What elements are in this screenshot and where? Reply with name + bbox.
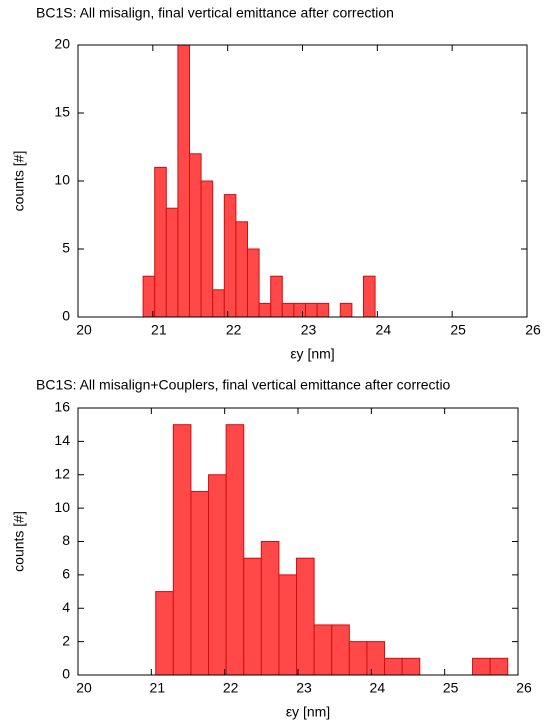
x-tick-label: 22 (226, 322, 242, 338)
y-tick-label: 4 (62, 599, 70, 615)
y-tick-label: 12 (54, 465, 70, 481)
bar (212, 289, 225, 318)
x-axis-label: εy [nm] (290, 346, 334, 362)
bar (362, 275, 376, 318)
bar (293, 302, 306, 318)
bar (208, 474, 227, 676)
y-axis-label: counts [#] (11, 511, 27, 572)
bar (472, 657, 491, 676)
y-tick-label: 20 (54, 36, 70, 52)
bar (384, 657, 403, 676)
bar (177, 44, 191, 318)
x-tick-label: 22 (223, 680, 239, 696)
bar (235, 221, 248, 318)
x-tick-label: 24 (376, 322, 392, 338)
chart-title: BC1S: All misalign, final vertical emitt… (36, 5, 394, 21)
x-tick-label: 23 (301, 322, 317, 338)
x-tick-label: 24 (370, 680, 386, 696)
bar (348, 641, 368, 676)
bar (155, 591, 174, 676)
bar (270, 275, 283, 318)
x-tick-label: 21 (150, 680, 166, 696)
bar (281, 302, 295, 318)
y-tick-label: 10 (54, 499, 70, 515)
x-tick-label: 20 (76, 680, 92, 696)
bar (165, 207, 179, 318)
bar (278, 574, 298, 676)
y-tick-label: 14 (54, 432, 70, 448)
y-tick-label: 2 (62, 632, 70, 648)
bar (316, 302, 330, 318)
y-tick-label: 8 (62, 532, 70, 548)
bar (246, 248, 260, 318)
x-tick-label: 20 (76, 322, 92, 338)
y-axis-label: counts [#] (11, 151, 27, 212)
bar (190, 490, 210, 676)
bar (200, 180, 214, 318)
x-tick-label: 25 (443, 680, 459, 696)
bar (172, 424, 192, 676)
bar (401, 657, 421, 676)
bar (489, 657, 509, 676)
bar (223, 194, 237, 318)
bar (313, 624, 333, 676)
y-tick-label: 0 (62, 308, 70, 324)
x-tick-label: 23 (296, 680, 312, 696)
bar (339, 302, 353, 318)
x-axis-label: εy [nm] (286, 704, 330, 720)
bar (331, 624, 350, 676)
bar (258, 302, 272, 318)
bar (189, 153, 202, 318)
x-tick-label: 26 (525, 322, 541, 338)
y-tick-label: 10 (54, 172, 70, 188)
bar (296, 557, 315, 676)
bar (366, 641, 386, 676)
chart-title: BC1S: All misalign+Couplers, final verti… (36, 377, 451, 393)
x-tick-label: 26 (516, 680, 532, 696)
bar (142, 275, 156, 318)
bar (260, 541, 280, 676)
y-tick-label: 0 (62, 666, 70, 682)
bar (225, 424, 245, 676)
x-tick-label: 25 (450, 322, 466, 338)
y-tick-label: 6 (62, 566, 70, 582)
bar (154, 166, 167, 318)
y-tick-label: 15 (54, 104, 70, 120)
bar (243, 557, 262, 676)
x-tick-label: 21 (151, 322, 167, 338)
y-tick-label: 5 (62, 240, 70, 256)
bar (304, 302, 318, 318)
y-tick-label: 16 (54, 399, 70, 415)
